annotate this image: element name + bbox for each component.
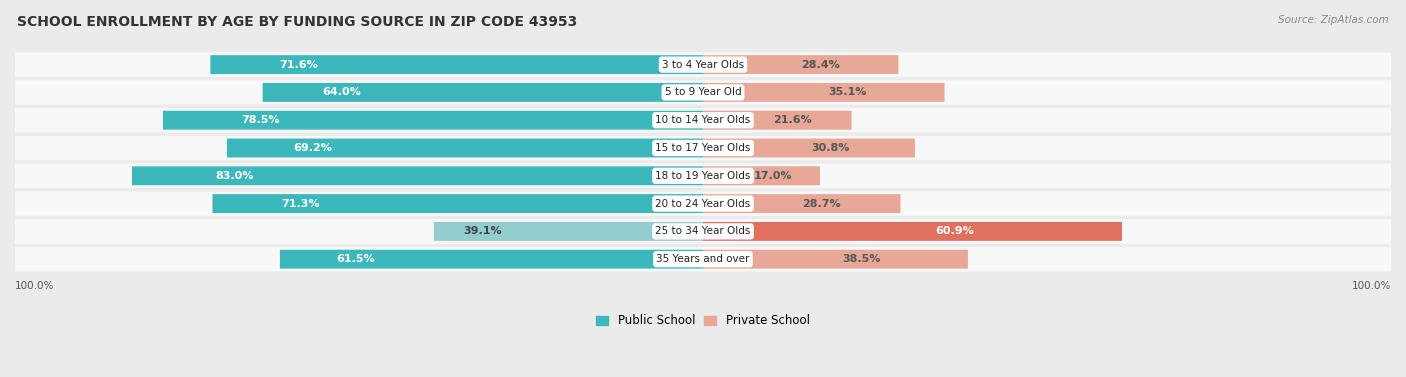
FancyBboxPatch shape (703, 222, 1122, 241)
FancyBboxPatch shape (15, 192, 1391, 216)
Text: 28.4%: 28.4% (801, 60, 839, 70)
Text: 61.5%: 61.5% (336, 254, 375, 264)
FancyBboxPatch shape (703, 250, 967, 269)
Text: Source: ZipAtlas.com: Source: ZipAtlas.com (1278, 15, 1389, 25)
FancyBboxPatch shape (263, 83, 703, 102)
FancyBboxPatch shape (15, 164, 1391, 188)
Text: 35.1%: 35.1% (828, 87, 868, 97)
FancyBboxPatch shape (434, 222, 703, 241)
Text: 21.6%: 21.6% (773, 115, 811, 125)
Text: 35 Years and over: 35 Years and over (657, 254, 749, 264)
FancyBboxPatch shape (703, 166, 820, 185)
Text: 71.6%: 71.6% (280, 60, 318, 70)
FancyBboxPatch shape (15, 52, 1391, 77)
Text: 100.0%: 100.0% (1351, 281, 1391, 291)
FancyBboxPatch shape (280, 250, 703, 269)
FancyBboxPatch shape (132, 166, 703, 185)
FancyBboxPatch shape (15, 80, 1391, 105)
FancyBboxPatch shape (703, 111, 852, 130)
FancyBboxPatch shape (703, 55, 898, 74)
Text: 17.0%: 17.0% (754, 171, 793, 181)
Text: 20 to 24 Year Olds: 20 to 24 Year Olds (655, 199, 751, 208)
Text: 25 to 34 Year Olds: 25 to 34 Year Olds (655, 226, 751, 236)
FancyBboxPatch shape (703, 83, 945, 102)
Text: 3 to 4 Year Olds: 3 to 4 Year Olds (662, 60, 744, 70)
Text: 83.0%: 83.0% (215, 171, 254, 181)
FancyBboxPatch shape (15, 219, 1391, 244)
Text: 18 to 19 Year Olds: 18 to 19 Year Olds (655, 171, 751, 181)
Text: 28.7%: 28.7% (803, 199, 841, 208)
FancyBboxPatch shape (212, 194, 703, 213)
FancyBboxPatch shape (703, 139, 915, 158)
Text: 100.0%: 100.0% (15, 281, 55, 291)
FancyBboxPatch shape (703, 194, 900, 213)
Text: 60.9%: 60.9% (935, 226, 974, 236)
Text: 69.2%: 69.2% (294, 143, 332, 153)
FancyBboxPatch shape (15, 247, 1391, 271)
Text: 71.3%: 71.3% (281, 199, 321, 208)
FancyBboxPatch shape (15, 136, 1391, 160)
Text: 15 to 17 Year Olds: 15 to 17 Year Olds (655, 143, 751, 153)
Text: 10 to 14 Year Olds: 10 to 14 Year Olds (655, 115, 751, 125)
Text: 78.5%: 78.5% (240, 115, 280, 125)
Text: 38.5%: 38.5% (842, 254, 882, 264)
FancyBboxPatch shape (15, 108, 1391, 132)
Text: 5 to 9 Year Old: 5 to 9 Year Old (665, 87, 741, 97)
FancyBboxPatch shape (163, 111, 703, 130)
Text: SCHOOL ENROLLMENT BY AGE BY FUNDING SOURCE IN ZIP CODE 43953: SCHOOL ENROLLMENT BY AGE BY FUNDING SOUR… (17, 15, 576, 29)
Text: 64.0%: 64.0% (322, 87, 361, 97)
FancyBboxPatch shape (211, 55, 703, 74)
Text: 39.1%: 39.1% (463, 226, 502, 236)
FancyBboxPatch shape (226, 139, 703, 158)
Legend: Public School, Private School: Public School, Private School (596, 314, 810, 328)
Text: 30.8%: 30.8% (811, 143, 849, 153)
